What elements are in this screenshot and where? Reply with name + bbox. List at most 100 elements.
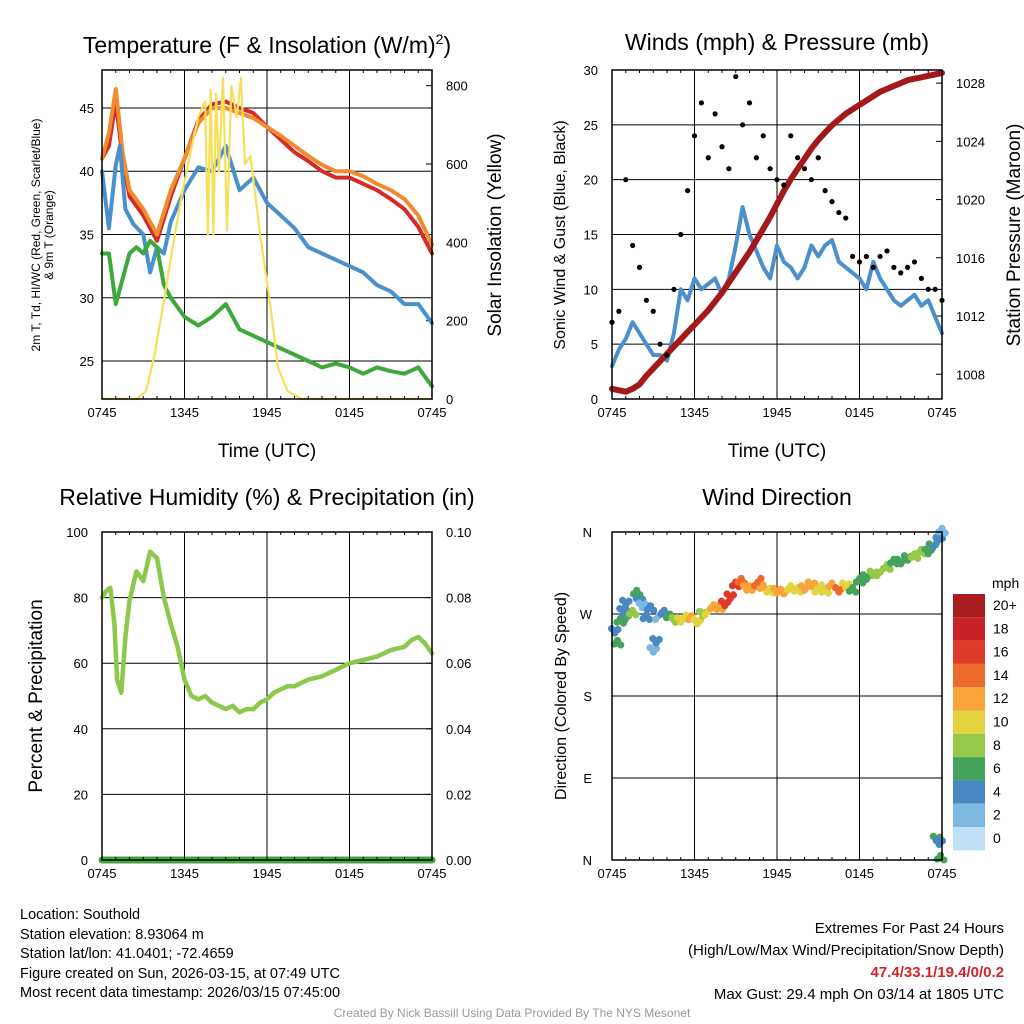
legend-label: 0 xyxy=(993,830,1001,846)
y2-tick-label: 800 xyxy=(446,79,468,94)
station-elevation: Station elevation: 8.93064 m xyxy=(20,926,204,943)
gust-point xyxy=(740,122,746,128)
gust-point xyxy=(616,308,622,314)
chart-title: Wind Direction xyxy=(702,484,852,510)
x-tick-label: 0145 xyxy=(845,405,874,420)
y2-tick-label: 0.02 xyxy=(446,787,471,802)
legend-swatch xyxy=(953,827,985,851)
y-tick-label: 30 xyxy=(80,291,94,306)
y-tick-label: 80 xyxy=(74,591,88,606)
y-tick-label: 20 xyxy=(74,787,88,802)
y-tick-label: 100 xyxy=(66,525,88,540)
y2-tick-label: 1020 xyxy=(956,193,985,208)
direction-point xyxy=(757,574,765,583)
y2-axis-label: Solar Insolation (Yellow) xyxy=(485,133,506,336)
gust-point xyxy=(801,166,808,172)
direction-point xyxy=(824,589,832,597)
gust-point xyxy=(843,215,849,221)
gust-point xyxy=(905,264,911,270)
legend-swatch xyxy=(953,640,985,664)
gust-point xyxy=(829,199,835,205)
series-solar-insolation xyxy=(100,76,434,401)
direction-point xyxy=(729,591,738,599)
gust-point xyxy=(753,155,759,161)
x-tick-label: 0145 xyxy=(335,866,364,881)
gust-point xyxy=(918,275,924,281)
station-info: Location: Southold Station elevation: 8.… xyxy=(20,906,340,1004)
legend-label: 20+ xyxy=(993,597,1017,613)
gust-point xyxy=(781,182,787,188)
y-tick-label: 35 xyxy=(80,228,94,243)
gust-point xyxy=(664,352,670,358)
y2-tick-label: 0.10 xyxy=(446,525,471,540)
y2-tick-label: 1008 xyxy=(956,367,985,382)
direction-point xyxy=(886,565,894,573)
gust-point xyxy=(671,286,677,292)
y2-axis-label: Station Pressure (Maroon) xyxy=(1004,124,1024,347)
speed-legend: mph 20+ 18 16 14 12 10 8 6 4 2 0 xyxy=(953,575,1019,851)
winds-chart: 0 5 10 15 20 25 30 1008 1012 1016 1020 1024 1028 0745… xyxy=(552,29,1024,462)
max-gust: Max Gust: 29.4 mph On 03/14 at 1805 UTC xyxy=(713,986,1004,1003)
legend-label: 18 xyxy=(993,620,1009,636)
legend-label: 12 xyxy=(993,690,1009,706)
gust-point xyxy=(767,166,773,172)
direction-point xyxy=(941,529,949,537)
legend-label: 6 xyxy=(993,760,1001,776)
gust-point xyxy=(719,144,725,150)
legend-swatch xyxy=(953,663,985,688)
x-tick-label: 1945 xyxy=(763,405,792,420)
gust-point xyxy=(863,253,869,260)
gust-point xyxy=(760,133,766,139)
gust-point xyxy=(698,100,704,106)
x-axis-label: Time (UTC) xyxy=(218,441,317,462)
x-tick-label: 0745 xyxy=(928,866,957,881)
gust-point xyxy=(808,177,814,183)
y2-tick-label: 0 xyxy=(446,392,453,407)
x-axis-label: Time (UTC) xyxy=(728,441,827,462)
gust-point xyxy=(691,133,698,139)
y2-tick-label: 0.06 xyxy=(446,656,471,671)
x-tick-label: 0145 xyxy=(845,866,874,881)
series-9m-t xyxy=(100,87,434,247)
y2-tick-label: 400 xyxy=(446,235,468,250)
y2-tick-label: 0.04 xyxy=(446,722,471,737)
legend-swatch xyxy=(953,780,985,804)
chart-title: Relative Humidity (%) & Precipitation (i… xyxy=(59,484,474,510)
y2-tick-label: 1028 xyxy=(956,76,985,91)
y-tick-label: 45 xyxy=(80,101,94,116)
y-tick-label: 10 xyxy=(584,282,598,297)
y-tick-label: 60 xyxy=(74,656,88,671)
temperature-chart: 25 30 35 40 45 0 200 400 600 800 0745 1345 1945 0145 0… xyxy=(29,31,506,462)
direction-chart: N E S W N 0745 1345 1945 0145 0745 Wind Direction D… xyxy=(553,484,1019,881)
legend-swatch xyxy=(953,710,985,734)
y-tick-label: 5 xyxy=(591,337,598,352)
gust-point xyxy=(891,264,897,270)
y-tick-label: E xyxy=(583,771,592,786)
legend-swatch xyxy=(953,803,985,827)
gust-point xyxy=(678,231,684,238)
y-tick-label: 25 xyxy=(80,354,94,369)
gust-point xyxy=(822,188,828,194)
gust-point xyxy=(850,253,856,260)
x-tick-label: 0745 xyxy=(598,405,627,420)
direction-point xyxy=(625,597,633,605)
legend-label: 4 xyxy=(993,783,1001,799)
x-tick-label: 1345 xyxy=(680,866,709,881)
gust-point xyxy=(623,177,629,183)
chart-title: Temperature (F & Insolation (W/m)2) xyxy=(83,31,451,58)
extremes-title: Extremes For Past 24 Hours xyxy=(814,920,1004,937)
direction-point xyxy=(632,611,640,619)
gust-point xyxy=(898,270,904,276)
extremes-values: 47.4/33.1/19.4/0/0.2 xyxy=(870,964,1004,981)
station-latlon: Station lat/lon: 41.0401; -72.4659 xyxy=(20,946,234,962)
gust-point xyxy=(636,264,643,270)
rh-chart: 0 20 40 60 80 100 0.00 0.02 0.04 0.06 0.08 0.10 0745… xyxy=(26,484,475,881)
y-tick-label: 40 xyxy=(74,722,88,737)
direction-point xyxy=(914,554,922,562)
gust-point xyxy=(788,133,794,139)
chart-title: Winds (mph) & Pressure (mb) xyxy=(625,29,929,55)
x-tick-label: 1345 xyxy=(170,405,199,420)
y-axis-label: Percent & Precipitation xyxy=(26,599,47,792)
y-axis-label: Direction (Colored By Speed) xyxy=(553,592,570,800)
y-axis-label: 2m T, Td, HI/WC (Red, Green, Scarlet/Blu… xyxy=(29,119,56,352)
